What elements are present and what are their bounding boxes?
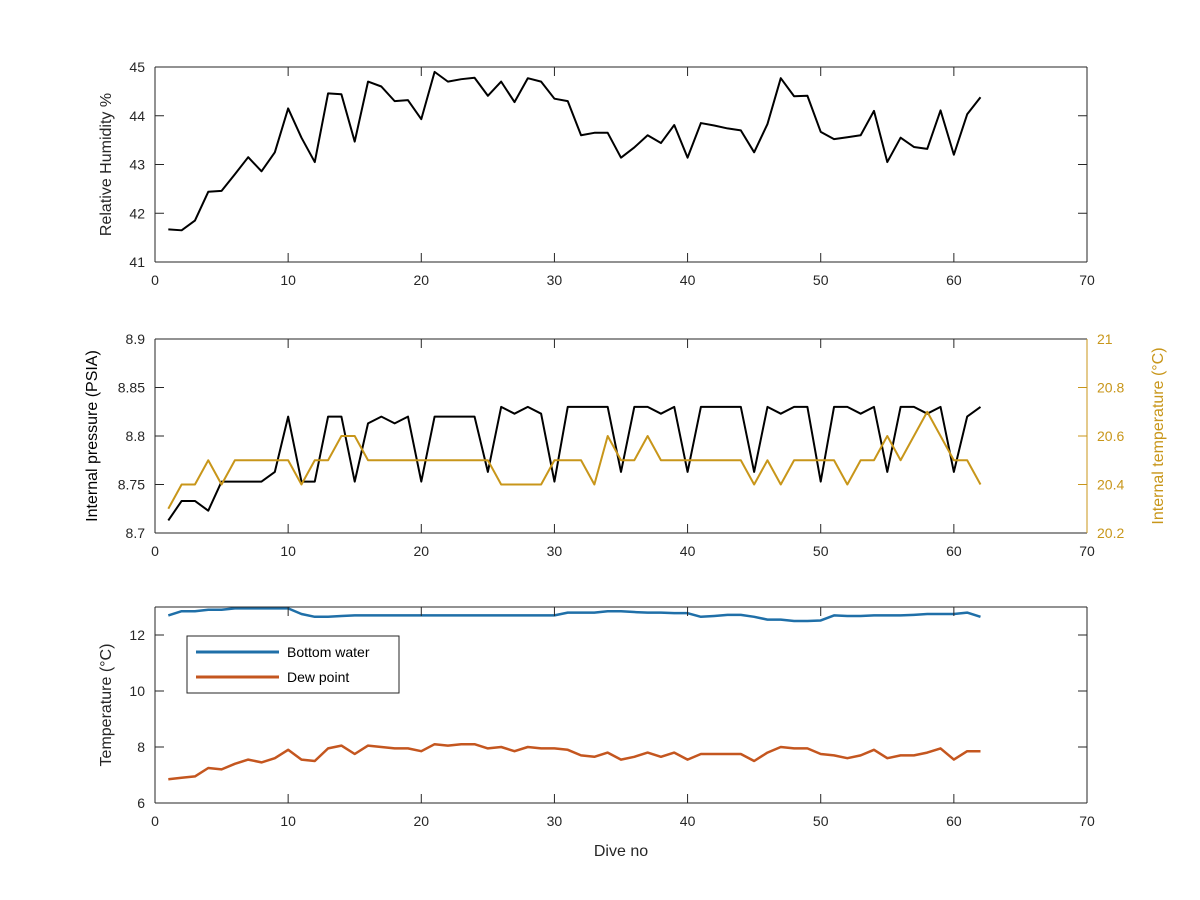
x-tick-label: 0 [151,543,159,559]
x-axis-label: Dive no [594,843,648,860]
y-tick-label: 8.85 [118,380,145,396]
x-tick-label: 60 [946,543,962,559]
x-tick-label: 30 [547,543,563,559]
legend-entry-label: Dew point [287,669,349,685]
x-tick-label: 50 [813,272,829,288]
y-tick-label: 6 [137,795,145,811]
x-tick-label: 30 [547,272,563,288]
legend-entry-label: Bottom water [287,644,370,660]
y-axis-label: Relative Humidity % [98,93,115,236]
y-tick-label: 12 [129,627,145,643]
series-2-line [167,410,982,510]
y-axis-label: Temperature (°C) [98,644,115,767]
x-tick-label: 0 [151,813,159,829]
x-tick-label: 10 [280,813,296,829]
legend: Bottom water Dew point [186,635,400,694]
y-tick-label: 45 [129,59,145,75]
y-tick-label: 41 [129,254,145,270]
chart-panel-3: 0 10 20 30 40 50 60 70 6 8 10 12 Temperature (°C) Div… [98,606,1095,860]
y2-tick-label: 20.6 [1097,428,1124,444]
x-tick-label: 60 [946,272,962,288]
y-tick-label: 43 [129,157,145,173]
x-tick-label: 10 [280,272,296,288]
series-group [168,70,982,232]
y-tick-label: 44 [129,108,145,124]
x-tick-label: 70 [1079,272,1095,288]
series-group [167,607,981,781]
y2-tick-label: 20.2 [1097,525,1124,541]
dew-point-line [168,742,981,781]
y2-tick-label: 20.8 [1097,380,1124,396]
x-tick-label: 0 [151,272,159,288]
x-tick-label: 70 [1079,543,1095,559]
y-tick-label: 8.8 [126,428,146,444]
x-tick-label: 60 [946,813,962,829]
x-tick-label: 40 [680,543,696,559]
y-tick-label: 8.9 [126,331,146,347]
y2-tick-label: 20.4 [1097,477,1124,493]
y2-tick-label: 21 [1097,331,1113,347]
x-tick-label: 40 [680,813,696,829]
x-tick-label: 20 [413,543,429,559]
x-tick-label: 10 [280,543,296,559]
legend-box [186,635,400,694]
x-tick-label: 50 [813,813,829,829]
x-tick-label: 40 [680,272,696,288]
chart-panel-2: 0 10 20 30 40 50 60 70 8.7 8.75 8.8 8.85 8.9 20.2 20.4… [84,331,1167,559]
x-tick-label: 50 [813,543,829,559]
y-tick-label: 8.7 [126,525,146,541]
y2-axis-label: Internal temperature (°C) [1150,347,1167,524]
x-tick-label: 20 [413,813,429,829]
chart-panel-1: 0 10 20 30 40 50 60 70 41 42 43 44 45 Relative Humidi… [98,59,1095,288]
y-tick-label: 8 [137,739,145,755]
bottom-water-line [167,607,981,623]
y-tick-label: 42 [129,205,145,221]
y-tick-label: 8.75 [118,477,145,493]
x-tick-label: 20 [413,272,429,288]
y-tick-label: 10 [129,683,145,699]
series-group [167,405,982,521]
y-axis-label: Internal pressure (PSIA) [84,350,101,522]
x-tick-label: 30 [547,813,563,829]
series-1-line [168,70,982,232]
x-tick-label: 70 [1079,813,1095,829]
